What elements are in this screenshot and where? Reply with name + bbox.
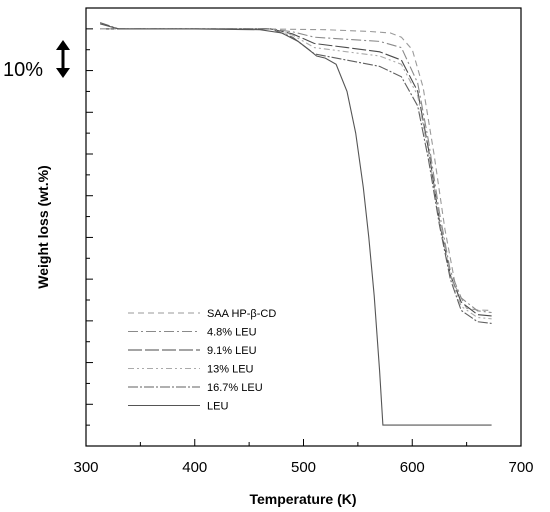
scale-bar-arrow-down-icon <box>56 68 70 78</box>
legend-label: 13% LEU <box>207 364 254 376</box>
x-tick-label: 400 <box>182 459 207 476</box>
series-line-0 <box>100 28 492 311</box>
legend-label: 4.8% LEU <box>207 327 257 339</box>
x-tick-labels: 300 400 500 600 700 <box>73 459 533 476</box>
series-line-1 <box>100 28 492 314</box>
axis-ticks <box>85 28 522 446</box>
scale-bar: 10% <box>3 40 70 81</box>
legend: SAA HP-β-CD 4.8% LEU 9.1% LEU 13% LEU 16.7% … <box>128 308 276 413</box>
x-axis-title: Temperature (K) <box>249 491 356 507</box>
legend-label: SAA HP-β-CD <box>207 308 276 320</box>
x-tick-label: 300 <box>73 459 98 476</box>
plot-frame <box>85 7 522 447</box>
series-layer <box>99 22 492 426</box>
legend-label: 16.7% LEU <box>207 382 263 394</box>
series-line-3 <box>100 28 492 320</box>
series-line-5 <box>99 23 492 426</box>
legend-label: 9.1% LEU <box>207 345 257 357</box>
legend-label: LEU <box>207 401 228 413</box>
x-tick-label: 600 <box>400 459 425 476</box>
x-tick-label: 700 <box>508 459 533 476</box>
scale-bar-label: 10% <box>3 59 43 81</box>
y-axis-title: Weight loss (wt.%) <box>35 165 51 288</box>
scale-bar-arrow-up-icon <box>56 40 70 50</box>
x-tick-label: 500 <box>291 459 316 476</box>
